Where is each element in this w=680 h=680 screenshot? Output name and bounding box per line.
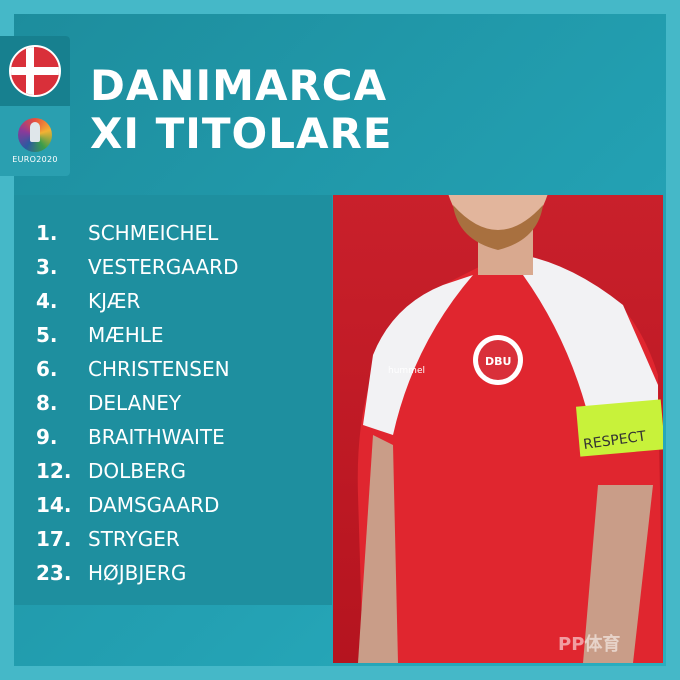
player-number: 4.: [36, 289, 58, 313]
player-photo: RESPECT DBU hummel: [333, 195, 663, 663]
lineup-row: 4. KJÆR: [36, 284, 238, 318]
player-number: 12.: [36, 459, 72, 483]
player-number: 8.: [36, 391, 58, 415]
euro2020-logo: EURO2020: [0, 106, 70, 176]
player-illustration: RESPECT DBU hummel: [357, 195, 663, 663]
page-title: DANIMARCA XI TITOLARE: [90, 62, 393, 158]
badge-column: EURO2020: [0, 36, 70, 176]
lineup-row: 12. DOLBERG: [36, 454, 238, 488]
player-name: STRYGER: [88, 527, 180, 551]
lineup-row: 23. HØJBJERG: [36, 556, 238, 590]
lineup-row: 1. SCHMEICHEL: [36, 216, 238, 250]
lineup-row: 6. CHRISTENSEN: [36, 352, 238, 386]
player-name: CHRISTENSEN: [88, 357, 230, 381]
crest-text: DBU: [485, 355, 511, 368]
lineup-row: 9. BRAITHWAITE: [36, 420, 238, 454]
lineup-row: 14. DAMSGAARD: [36, 488, 238, 522]
lineup-panel: [14, 195, 332, 605]
player-name: SCHMEICHEL: [88, 221, 219, 245]
player-number: 1.: [36, 221, 58, 245]
player-name: VESTERGAARD: [88, 255, 239, 279]
sponsor-text: hummel: [388, 366, 425, 376]
denmark-flag-icon: [9, 45, 61, 97]
euro2020-label: EURO2020: [12, 155, 58, 164]
player-name: BRAITHWAITE: [88, 425, 225, 449]
lineup-row: 5. MÆHLE: [36, 318, 238, 352]
trophy-icon: [18, 118, 52, 152]
flag-box: [0, 36, 70, 106]
player-number: 14.: [36, 493, 72, 517]
player-name: DOLBERG: [88, 459, 187, 483]
title-line-1: DANIMARCA: [90, 61, 388, 110]
lineup-row: 17. STRYGER: [36, 522, 238, 556]
player-name: DAMSGAARD: [88, 493, 220, 517]
player-name: DELANEY: [88, 391, 182, 415]
player-number: 17.: [36, 527, 72, 551]
player-name: MÆHLE: [88, 323, 164, 347]
player-name: HØJBJERG: [88, 561, 187, 585]
player-name: KJÆR: [88, 289, 141, 313]
player-number: 5.: [36, 323, 58, 347]
player-number: 23.: [36, 561, 72, 585]
title-line-2: XI TITOLARE: [90, 109, 393, 158]
watermark: PP体育: [558, 634, 621, 655]
lineup-row: 8. DELANEY: [36, 386, 238, 420]
lineup-row: 3. VESTERGAARD: [36, 250, 238, 284]
lineup-list: 1. SCHMEICHEL 3. VESTERGAARD 4. KJÆR 5. MÆHLE 6.…: [36, 216, 238, 590]
player-number: 3.: [36, 255, 58, 279]
player-number: 9.: [36, 425, 58, 449]
player-number: 6.: [36, 357, 58, 381]
